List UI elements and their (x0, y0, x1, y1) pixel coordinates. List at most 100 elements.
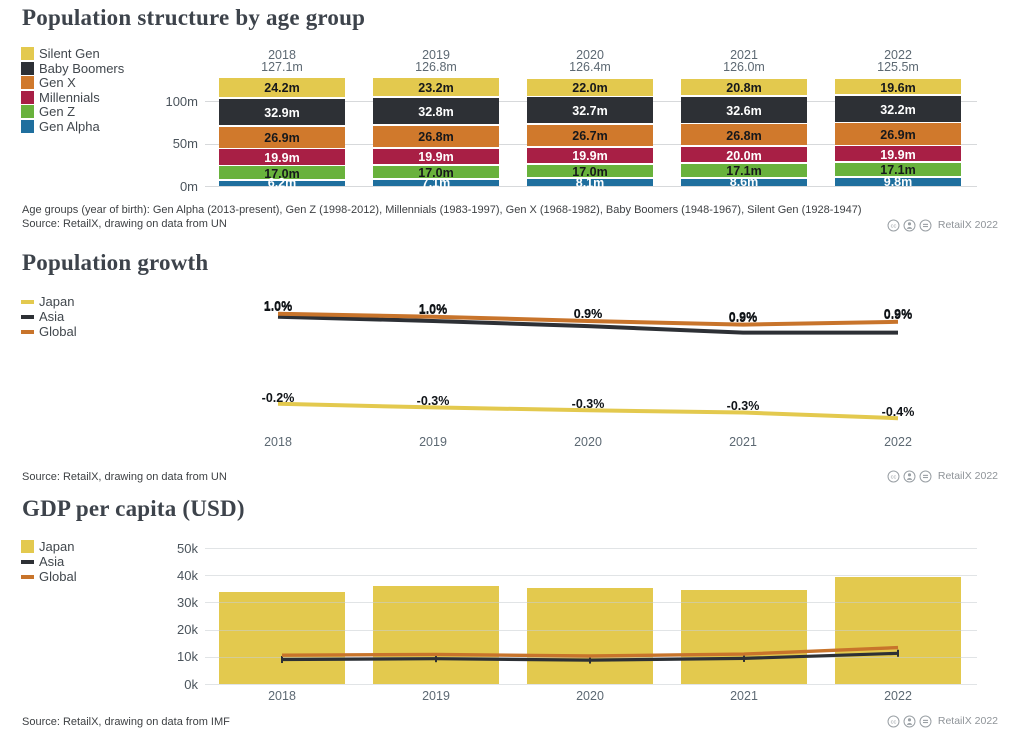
silent-gen-segment (835, 79, 961, 95)
cc-icon: cc (887, 219, 900, 231)
total-label: 126.0m (723, 59, 765, 74)
asia-value-label: 0.9% (883, 307, 913, 322)
x-axis-year-label: 2022 (884, 435, 912, 449)
millennials-segment (373, 148, 499, 164)
svg-text:cc: cc (891, 719, 897, 725)
millennials-segment-value: 19.9m (880, 147, 916, 162)
baby-boomers-segment (527, 97, 653, 124)
gen-alpha-legend-label: Gen Alpha (39, 118, 100, 134)
silent-gen-legend-swatch (21, 47, 34, 60)
gen-x-segment-value: 26.8m (726, 128, 762, 143)
svg-text:cc: cc (891, 223, 897, 229)
baby-boomers-segment-value: 32.7m (572, 104, 608, 119)
gen-alpha-segment (835, 177, 961, 186)
millennials-segment-value: 19.9m (418, 150, 454, 165)
japan-value-label: -0.4% (881, 405, 915, 420)
x-axis-year-label: 2020 (574, 435, 602, 449)
svg-text:cc: cc (891, 474, 897, 480)
no-derivatives-icon (919, 470, 932, 482)
gen-z-segment-value: 17.0m (572, 164, 608, 179)
cc-attribution-badge: cc RetailX 2022 (887, 714, 998, 728)
silent-gen-segment (219, 77, 345, 97)
baby-boomers-segment-value: 32.2m (880, 102, 916, 117)
chart1-footnote: Age groups (year of birth): Gen Alpha (2… (22, 204, 862, 216)
millennials-segment-value: 20.0m (726, 148, 762, 163)
attribution-person-icon (903, 219, 916, 231)
silent-gen-legend-label: Silent Gen (39, 46, 100, 61)
chart2-source: Source: RetailX, drawing on data from UN (22, 471, 227, 483)
attribution-person-icon (903, 715, 916, 727)
baby-boomers-segment (373, 97, 499, 125)
gen-x-segment-value: 26.7m (572, 129, 608, 144)
cc-attribution-badge: cc RetailX 2022 (887, 469, 998, 483)
gen-alpha-segment-value: 8.1m (575, 175, 605, 190)
gen-x-segment-value: 26.8m (418, 130, 454, 145)
silent-gen-segment-value: 19.6m (880, 80, 916, 95)
asia-value-label: 0.9% (573, 306, 603, 321)
asia-legend-swatch (21, 559, 34, 564)
attribution-label: RetailX 2022 (937, 715, 998, 727)
no-derivatives-icon (919, 219, 932, 231)
gen-alpha-segment-value: 9.8m (883, 174, 913, 189)
asia-legend-label: Asia (39, 309, 65, 325)
baby-boomers-segment (835, 95, 961, 122)
gen-alpha-segment-value: 7.1m (421, 175, 451, 190)
cc-icon: cc (887, 715, 900, 727)
baby-boomers-legend-label: Baby Boomers (39, 60, 125, 76)
global-legend-label: Global (39, 324, 77, 340)
asia-value-label: 1.0% (263, 299, 293, 314)
gen-alpha-segment (373, 179, 499, 186)
japan-gdp-bar (219, 592, 345, 684)
silent-gen-segment-value: 23.2m (418, 81, 454, 96)
attribution-label: RetailX 2022 (937, 470, 998, 482)
millennials-segment (681, 147, 807, 163)
japan-gdp-bar (835, 577, 961, 684)
millennials-legend-label: Millennials (39, 89, 100, 105)
gen-x-segment (373, 125, 499, 147)
baby-boomers-segment-value: 32.6m (726, 103, 762, 118)
cc-icon: cc (887, 470, 900, 482)
gridline-20k (205, 629, 977, 631)
gen-alpha-segment (219, 180, 345, 186)
global-value-label: 0.9% (883, 307, 913, 322)
y-axis-tick-40k: 40k (177, 567, 198, 583)
baby-boomers-segment-value: 32.8m (418, 104, 454, 119)
x-axis-year-label: 2021 (729, 435, 757, 449)
global-value-label: 0.9% (573, 307, 603, 322)
millennials-segment (219, 149, 345, 165)
asia-legend-label: Asia (39, 554, 65, 570)
silent-gen-segment (373, 78, 499, 97)
gen-x-legend-label: Gen X (39, 75, 76, 90)
cc-attribution-badge: cc RetailX 2022 (887, 218, 998, 232)
gen-alpha-segment (527, 179, 653, 186)
asia-point-marker (743, 654, 745, 662)
year-label: 2019 (422, 48, 450, 62)
chart2-title: Population growth (22, 250, 209, 275)
gen-z-segment-value: 17.1m (880, 163, 916, 178)
gen-z-legend-label: Gen Z (39, 104, 76, 119)
attribution-person-icon (903, 470, 916, 482)
japan-legend-label: Japan (39, 294, 75, 309)
attribution-label: RetailX 2022 (937, 219, 998, 231)
japan-value-label: -0.2% (261, 390, 295, 405)
baby-boomers-segment-value: 32.9m (264, 105, 300, 120)
gen-x-segment (681, 124, 807, 146)
gridline-0m (205, 186, 977, 187)
gen-z-segment (373, 165, 499, 179)
baby-boomers-segment (681, 96, 807, 123)
gen-alpha-legend-swatch (21, 119, 34, 133)
chart1-title: Population structure by age group (22, 5, 366, 30)
asia-point-marker (435, 655, 437, 663)
millennials-segment (527, 147, 653, 163)
japan-legend-label: Japan (39, 539, 75, 554)
millennials-legend-swatch (21, 90, 34, 104)
gen-z-legend-swatch (21, 105, 34, 118)
year-label: 2020 (576, 48, 604, 62)
gen-z-segment-value: 17.0m (264, 166, 300, 181)
asia-value-label: 0.9% (728, 310, 758, 325)
gen-x-segment (527, 125, 653, 147)
gen-x-segment-value: 26.9m (264, 130, 300, 145)
x-axis-year-label: 2018 (268, 689, 296, 703)
